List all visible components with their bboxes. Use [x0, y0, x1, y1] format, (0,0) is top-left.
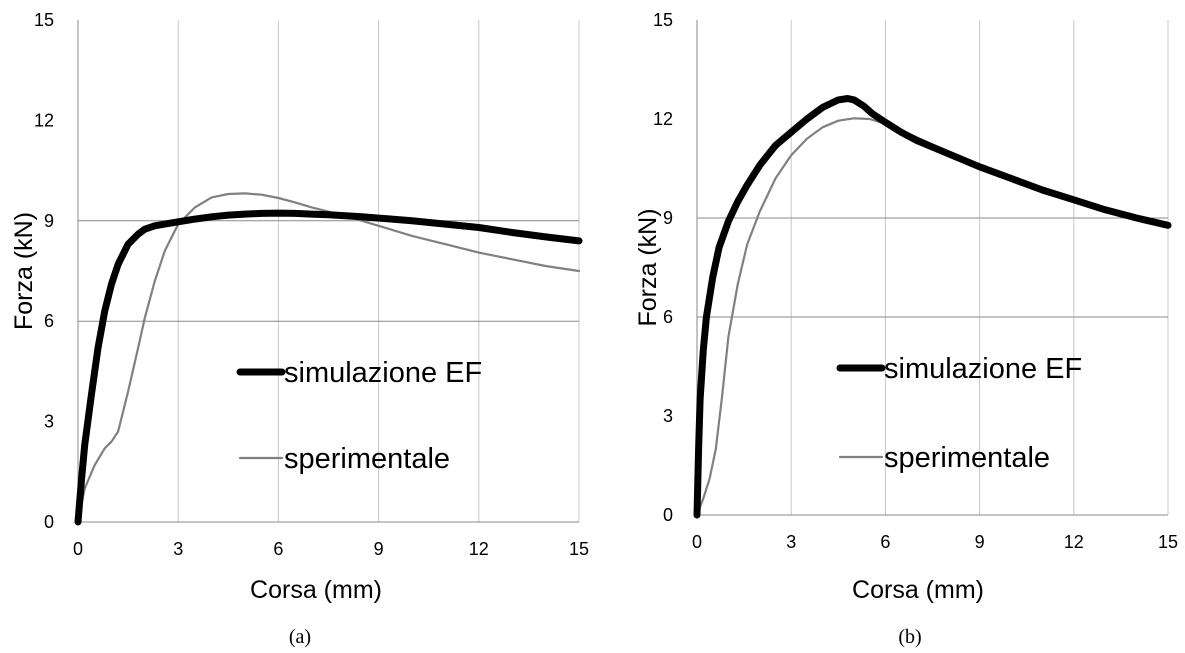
y-tick-label: 6 [663, 307, 673, 327]
x-tick-label: 15 [569, 539, 589, 559]
x-tick-label: 9 [975, 532, 985, 552]
y-tick-label: 9 [663, 208, 673, 228]
x-tick-label: 3 [786, 532, 796, 552]
y-tick-label: 3 [44, 412, 54, 432]
y-tick-label: 12 [34, 110, 54, 130]
series-line-simulazione [74, 209, 583, 526]
x-tick-label: 0 [692, 532, 702, 552]
y-tick-label: 0 [44, 512, 54, 532]
x-tick-label: 3 [173, 539, 183, 559]
x-axis-title: Corsa (mm) [250, 576, 382, 604]
y-tick-label: 9 [44, 211, 54, 231]
x-tick-label: 9 [374, 539, 384, 559]
x-tick-label: 0 [73, 539, 83, 559]
y-tick-label: 12 [653, 109, 673, 129]
legend-label: simulazione EF [884, 353, 1082, 385]
panel-caption: (b) [898, 626, 921, 648]
y-tick-label: 15 [653, 10, 673, 30]
series-line-sperimentale [76, 192, 581, 524]
x-tick-label: 12 [469, 539, 489, 559]
x-tick-label: 6 [880, 532, 890, 552]
legend-label: simulazione EF [284, 357, 482, 389]
legend-label: sperimentale [884, 442, 1050, 474]
y-tick-label: 3 [663, 406, 673, 426]
y-axis-title: Forza (kN) [10, 212, 38, 330]
legend-label: sperimentale [284, 443, 450, 475]
x-tick-label: 6 [273, 539, 283, 559]
chart-b: 0 3 6 9 12 15 0 3 6 9 12 15 Corsa (mm) Forza (kN) (b) s… [634, 10, 1178, 648]
y-axis-title: Forza (kN) [634, 208, 662, 326]
y-tick-label: 0 [663, 505, 673, 525]
x-tick-label: 15 [1158, 532, 1178, 552]
x-axis-title: Corsa (mm) [852, 576, 984, 604]
x-tick-label: 12 [1064, 532, 1084, 552]
series-line-simulazione [693, 95, 1172, 519]
panel-caption: (a) [289, 626, 311, 648]
y-tick-label: 15 [34, 10, 54, 30]
chart-a: 0 3 6 9 12 15 0 3 6 9 12 15 Corsa (mm) Forza (kN) (a) s… [10, 10, 589, 648]
y-tick-label: 6 [44, 311, 54, 331]
